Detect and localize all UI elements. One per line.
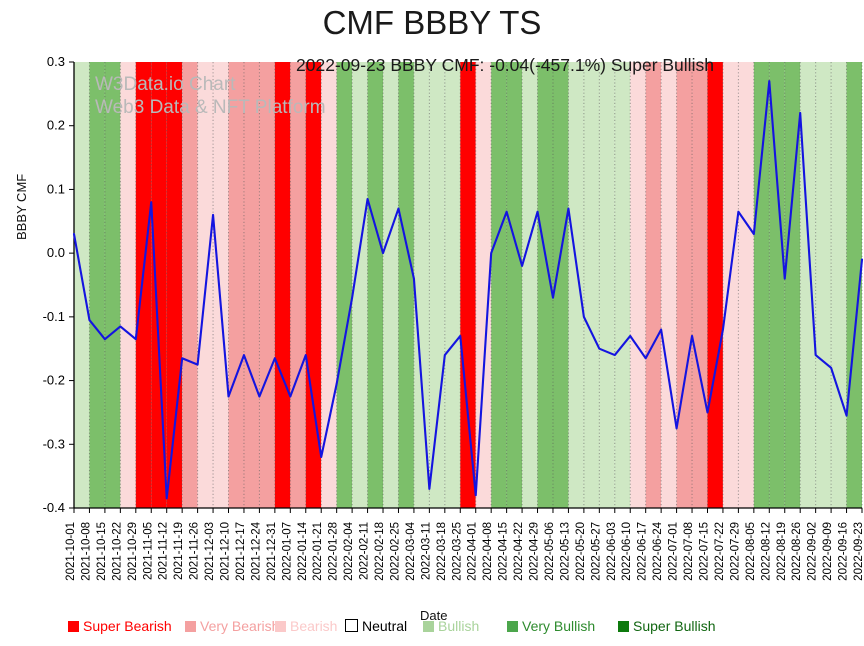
svg-text:2022-08-12: 2022-08-12 <box>760 522 772 581</box>
svg-text:2021-11-26: 2021-11-26 <box>189 522 201 580</box>
svg-text:2021-11-12: 2021-11-12 <box>158 522 170 580</box>
svg-text:2022-06-24: 2022-06-24 <box>652 521 664 580</box>
svg-text:2022-01-21: 2022-01-21 <box>312 522 324 581</box>
svg-text:2022-07-22: 2022-07-22 <box>714 522 726 581</box>
svg-text:2022-03-18: 2022-03-18 <box>436 522 448 581</box>
svg-text:2021-11-05: 2021-11-05 <box>142 522 154 580</box>
svg-text:2022-05-13: 2022-05-13 <box>559 522 571 581</box>
svg-text:2022-08-05: 2022-08-05 <box>745 522 757 581</box>
svg-text:2022-03-11: 2022-03-11 <box>420 522 432 580</box>
svg-text:2022-08-19: 2022-08-19 <box>776 522 788 581</box>
svg-text:2021-10-29: 2021-10-29 <box>127 522 139 581</box>
svg-text:0.3: 0.3 <box>47 54 65 69</box>
svg-text:2022-02-25: 2022-02-25 <box>389 522 401 581</box>
svg-text:2022-06-10: 2022-06-10 <box>621 522 633 581</box>
svg-text:2021-12-17: 2021-12-17 <box>235 522 247 581</box>
svg-text:2022-09-16: 2022-09-16 <box>838 522 850 581</box>
svg-text:-0.3: -0.3 <box>43 436 65 451</box>
svg-text:2022-02-18: 2022-02-18 <box>374 522 386 581</box>
svg-text:2022-04-29: 2022-04-29 <box>529 522 541 581</box>
svg-text:2022-05-27: 2022-05-27 <box>590 522 602 581</box>
svg-text:2022-05-20: 2022-05-20 <box>575 522 587 581</box>
svg-text:2022-07-29: 2022-07-29 <box>729 522 741 581</box>
svg-text:2021-12-03: 2021-12-03 <box>204 522 216 581</box>
svg-text:2022-07-01: 2022-07-01 <box>668 522 680 581</box>
svg-text:2021-10-08: 2021-10-08 <box>80 522 92 581</box>
svg-text:2022-06-03: 2022-06-03 <box>606 522 618 581</box>
svg-text:2022-03-25: 2022-03-25 <box>451 522 463 581</box>
svg-text:2022-04-15: 2022-04-15 <box>498 522 510 581</box>
svg-text:2022-01-07: 2022-01-07 <box>281 522 293 581</box>
svg-text:-0.1: -0.1 <box>43 309 65 324</box>
svg-text:-0.4: -0.4 <box>43 500 65 515</box>
svg-text:2022-02-04: 2022-02-04 <box>343 521 355 580</box>
svg-text:2022-03-04: 2022-03-04 <box>405 521 417 580</box>
svg-text:2022-06-17: 2022-06-17 <box>637 522 649 581</box>
svg-text:2022-04-22: 2022-04-22 <box>513 522 525 581</box>
svg-text:2022-09-23: 2022-09-23 <box>853 522 864 581</box>
svg-text:2022-02-11: 2022-02-11 <box>359 522 371 580</box>
svg-text:2021-10-01: 2021-10-01 <box>65 522 77 581</box>
svg-text:2022-04-08: 2022-04-08 <box>482 522 494 581</box>
svg-text:2022-05-06: 2022-05-06 <box>544 522 556 581</box>
svg-text:2022-08-26: 2022-08-26 <box>791 522 803 581</box>
svg-text:2022-07-15: 2022-07-15 <box>698 522 710 581</box>
svg-text:2021-11-19: 2021-11-19 <box>173 522 185 580</box>
svg-text:0.2: 0.2 <box>47 118 65 133</box>
svg-text:-0.2: -0.2 <box>43 373 65 388</box>
svg-text:2022-09-09: 2022-09-09 <box>822 522 834 581</box>
svg-text:2022-01-14: 2022-01-14 <box>297 521 309 580</box>
svg-text:2021-10-22: 2021-10-22 <box>111 522 123 581</box>
svg-text:2021-12-24: 2021-12-24 <box>250 521 262 580</box>
svg-text:2021-10-15: 2021-10-15 <box>96 522 108 581</box>
svg-text:2022-09-02: 2022-09-02 <box>807 522 819 581</box>
svg-text:2021-12-31: 2021-12-31 <box>266 522 278 581</box>
svg-text:2022-07-08: 2022-07-08 <box>683 522 695 581</box>
svg-text:2022-04-01: 2022-04-01 <box>467 522 479 581</box>
svg-text:0.1: 0.1 <box>47 181 65 196</box>
svg-text:2022-01-28: 2022-01-28 <box>328 522 340 581</box>
svg-text:2021-12-10: 2021-12-10 <box>220 522 232 581</box>
svg-text:0.0: 0.0 <box>47 245 65 260</box>
